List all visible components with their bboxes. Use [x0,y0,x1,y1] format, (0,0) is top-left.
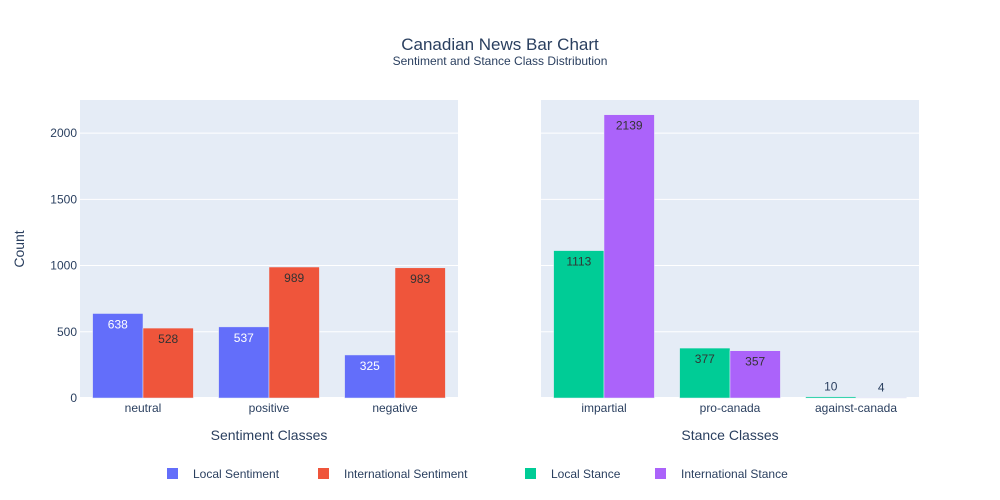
x-tick-label: pro-canada [700,401,761,415]
legend-item[interactable]: Local Sentiment [167,467,280,481]
bar[interactable] [142,327,194,399]
x-axis-title: Sentiment Classes [211,427,328,443]
x-axis-title: Stance Classes [681,427,778,443]
x-tick-label: negative [372,401,418,415]
x-tick-label: neutral [125,401,162,415]
bar-value-label: 1113 [566,255,591,269]
bar-value-label: 377 [695,352,715,366]
x-tick-label: impartial [581,401,626,415]
bar-value-label: 983 [410,272,430,286]
y-tick-label: 1500 [50,192,77,206]
bar-value-label: 528 [158,332,178,346]
chart-subtitle: Sentiment and Stance Class Distribution [393,54,608,68]
bar-value-label: 357 [745,355,765,369]
chart-title: Canadian News Bar Chart [401,35,599,54]
legend-label: Local Stance [551,467,621,481]
bar[interactable] [92,313,144,399]
legend-swatch [655,468,666,479]
bar-value-label: 989 [284,271,304,285]
bar[interactable] [805,396,857,399]
subplot-1: 0 500 1000 1500 2000 neutral 638 528 positive 537… [50,100,458,443]
bar[interactable] [603,114,655,399]
bar[interactable] [268,266,320,399]
bar[interactable] [218,326,270,399]
bar[interactable] [553,250,605,399]
legend-label: Local Sentiment [193,467,280,481]
legend-swatch [525,468,536,479]
legend-item[interactable]: International Stance [655,467,788,481]
legend: Local Sentiment International Sentiment Lo… [167,467,788,481]
legend-label: International Stance [681,467,788,481]
bar-value-label: 2139 [616,119,643,133]
legend-swatch [318,468,329,479]
x-tick-label: positive [249,401,290,415]
legend-swatch [167,468,178,479]
subplot-2: impartial 1113 2139 pro-canada 377 357 against… [541,100,919,443]
bar[interactable] [729,350,781,399]
legend-item[interactable]: International Sentiment [318,467,468,481]
bar-value-label: 4 [878,380,885,394]
bar-value-label: 537 [234,331,254,345]
bar-value-label: 10 [824,380,838,394]
legend-item[interactable]: Local Stance [525,467,621,481]
chart-panels: 0 500 1000 1500 2000 neutral 638 528 positive 537… [50,100,919,443]
legend-label: International Sentiment [344,467,468,481]
bar[interactable] [679,347,731,399]
y-tick-label: 2000 [50,126,77,140]
y-tick-label: 0 [70,391,77,405]
y-tick-label: 500 [57,325,77,339]
bar-value-label: 325 [360,359,380,373]
bar[interactable] [855,397,907,399]
bar-value-label: 638 [108,318,128,332]
x-tick-label: against-canada [815,401,897,415]
y-axis-title: Count [11,230,27,267]
y-tick-label: 1000 [50,259,77,273]
bar[interactable] [394,267,446,399]
